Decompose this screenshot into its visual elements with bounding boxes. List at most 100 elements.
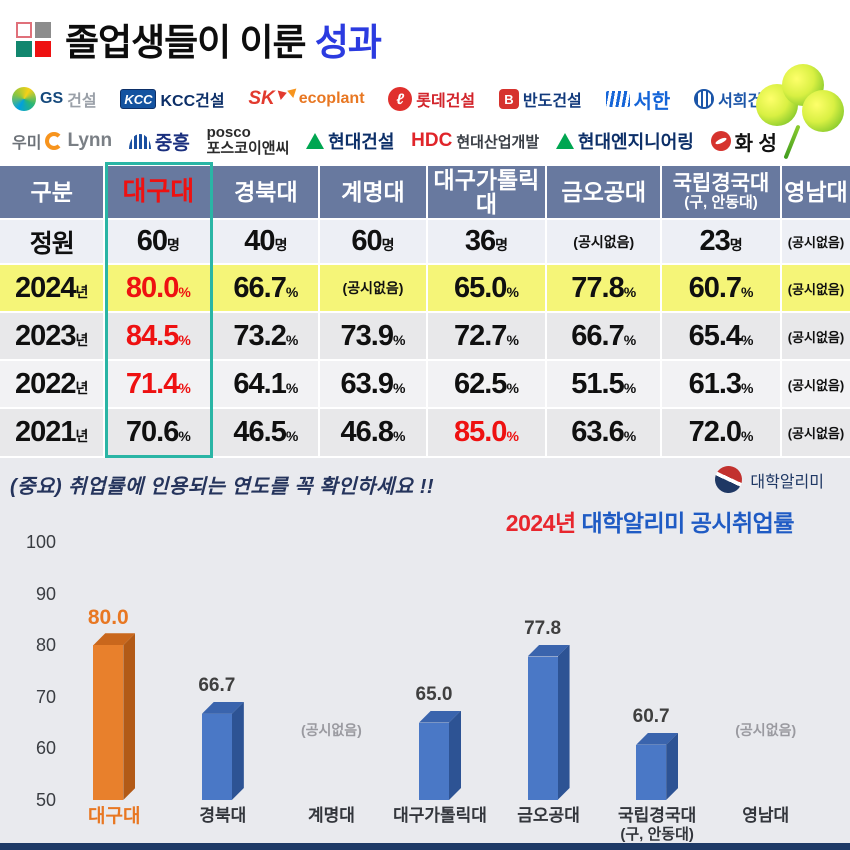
row-label: 2022년 bbox=[15, 368, 88, 401]
bar-chart: 100 90 80 70 60 50 대구대 80.0 경북대 66.7 계명대 (공시없음) 대구가톨… bbox=[0, 458, 850, 850]
cell-unit: % bbox=[741, 428, 754, 444]
page-title-row: 졸업생들이 이룬 성과 bbox=[16, 12, 382, 66]
table-cell: 70.6% bbox=[105, 409, 214, 458]
cell-unit: 명 bbox=[167, 237, 180, 253]
table-cell: 60.7% bbox=[662, 265, 782, 313]
no-data-value: (공시없음) bbox=[573, 233, 635, 250]
partner-logo-label: 반도건설 bbox=[522, 93, 582, 110]
x-axis-label-text: 대구대 bbox=[88, 806, 141, 827]
table-cell: 51.5% bbox=[547, 361, 663, 409]
cell-value: 71.4% bbox=[126, 368, 191, 401]
partner-logo: posco 포스코이앤씨 bbox=[207, 125, 290, 157]
cell-unit: % bbox=[506, 283, 519, 300]
chart-title: 2024년 대학알리미 공시취업률 bbox=[506, 504, 795, 538]
column-title: 경북대 bbox=[234, 178, 298, 205]
table-cell: 63.6% bbox=[547, 409, 663, 458]
squares-logo-icon bbox=[16, 21, 51, 57]
x-axis-label-text: 경북대 bbox=[199, 806, 247, 825]
cell-unit: % bbox=[741, 331, 754, 348]
cell-number: 36 bbox=[464, 225, 496, 257]
cell-number: 73.2 bbox=[233, 319, 286, 352]
row-label-cell: 2021년 bbox=[0, 409, 106, 458]
cell-value: 66.7% bbox=[233, 272, 298, 305]
table-cell: 77.8% bbox=[547, 265, 663, 313]
chart-section: (중요) 취업률에 인용되는 연도를 꼭 확인하세요 !! 대학알리미 2024… bbox=[0, 458, 850, 850]
jungheung-arch-icon bbox=[128, 133, 151, 149]
table-row: 2023년 84.5% 73.2% 73.9% 72.7% 66.7% 65.4% (공시없음… bbox=[0, 313, 850, 361]
cell-value: 65.0% bbox=[454, 272, 519, 305]
row-label: 정원 bbox=[29, 224, 75, 260]
cell-unit: % bbox=[506, 379, 519, 396]
bar-top-face bbox=[419, 711, 461, 723]
bar-value-label: 65.0 bbox=[415, 683, 453, 705]
cell-value: 36명 bbox=[465, 225, 508, 258]
partner-logo: KCC KCC건설 bbox=[120, 87, 225, 111]
cell-number: 62.5 bbox=[453, 367, 507, 400]
table-cell: 66.7% bbox=[213, 265, 321, 313]
row-label-value: 정원 bbox=[29, 229, 75, 258]
cell-unit: 명 bbox=[274, 237, 288, 253]
kcc-box-icon: KCC bbox=[120, 89, 157, 109]
x-axis-label-text: 금오공대 bbox=[517, 806, 580, 825]
cell-number: 63.6 bbox=[571, 416, 624, 448]
cell-value: 65.4% bbox=[689, 320, 754, 353]
header-section: 졸업생들이 이룬 성과 GS 건설 KCC KCC건설 SK ecoplant ℓ 롯데건설 B… bbox=[0, 0, 850, 166]
cell-number: 60 bbox=[136, 225, 168, 257]
bar-top-face bbox=[636, 733, 678, 745]
row-label-unit: 년 bbox=[75, 331, 89, 348]
bar-top-face bbox=[528, 645, 570, 657]
table-cell: 85.0% bbox=[427, 409, 548, 458]
y-axis-tick: 50 bbox=[35, 790, 56, 810]
cell-unit: 명 bbox=[381, 237, 395, 253]
cell-unit: % bbox=[392, 331, 406, 348]
table-cell: 40명 bbox=[213, 220, 321, 265]
partner-logo: 현대건설 bbox=[306, 128, 394, 154]
employment-table: 구분 대구대 경북대 계명대 대구가톨릭대 금오공대 국립경국대 (구, 안동대) 영남대 정원 6… bbox=[0, 162, 850, 458]
no-data-value: (공시없음) bbox=[787, 281, 845, 297]
bar-front-face bbox=[93, 645, 124, 800]
cell-unit: % bbox=[285, 283, 299, 300]
cell-number: 73.9 bbox=[340, 319, 394, 352]
umi-c-icon bbox=[45, 132, 64, 150]
bar-front-face bbox=[527, 656, 558, 800]
table-cell: 80.0% bbox=[105, 265, 214, 313]
x-axis-label: 계명대 bbox=[266, 806, 396, 826]
partner-logo-label: Lynn bbox=[67, 130, 113, 151]
hyundai-triangle-icon bbox=[306, 133, 325, 149]
table-cell: 71.4% bbox=[105, 361, 214, 409]
x-axis-label-sub: (구, 안동대) bbox=[620, 825, 694, 843]
cell-unit: % bbox=[623, 428, 637, 444]
table-cell: (공시없음) bbox=[781, 409, 850, 458]
cell-value: 63.6% bbox=[571, 416, 636, 449]
column-title: 대구대 bbox=[122, 176, 195, 207]
table-cell: 73.2% bbox=[213, 313, 321, 361]
table-row: 2024년 80.0% 66.7% (공시없음) 65.0% 77.8% 60.7% (공시없… bbox=[0, 265, 850, 313]
chart-no-data-label: (공시없음) bbox=[300, 722, 362, 738]
cell-number: 80.0 bbox=[125, 271, 179, 304]
alimi-label: 대학알리미 bbox=[750, 473, 824, 491]
column-title: 대구가톨릭대 bbox=[433, 166, 540, 217]
cell-unit: % bbox=[741, 379, 754, 396]
cell-number: 51.5 bbox=[571, 367, 624, 400]
row-label-cell: 2024년 bbox=[0, 265, 106, 313]
column-title: 금오공대 bbox=[561, 178, 647, 205]
table-cell: 73.9% bbox=[320, 313, 428, 361]
page-title-main: 졸업생들이 이룬 bbox=[65, 22, 315, 63]
table-header-cell: 대구가톨릭대 bbox=[427, 166, 548, 220]
cell-unit: % bbox=[392, 379, 406, 396]
cell-value: 77.8% bbox=[571, 272, 636, 305]
column-title: 계명대 bbox=[341, 178, 405, 205]
column-subtitle: (구, 안동대) bbox=[684, 194, 758, 212]
cell-unit: % bbox=[506, 428, 519, 444]
table-cell: (공시없음) bbox=[781, 220, 850, 265]
cell-unit: % bbox=[178, 331, 191, 348]
gs-swirl-icon bbox=[12, 87, 36, 111]
cell-number: 85.0 bbox=[453, 416, 507, 448]
partner-logo-label: KCC건설 bbox=[160, 93, 225, 110]
cell-number: 23 bbox=[699, 225, 730, 257]
x-axis-label: 금오공대 bbox=[484, 806, 614, 826]
bar bbox=[201, 702, 244, 800]
cell-value: 51.5% bbox=[571, 368, 636, 401]
cell-unit: % bbox=[178, 379, 191, 396]
bar-front-face bbox=[201, 713, 232, 800]
